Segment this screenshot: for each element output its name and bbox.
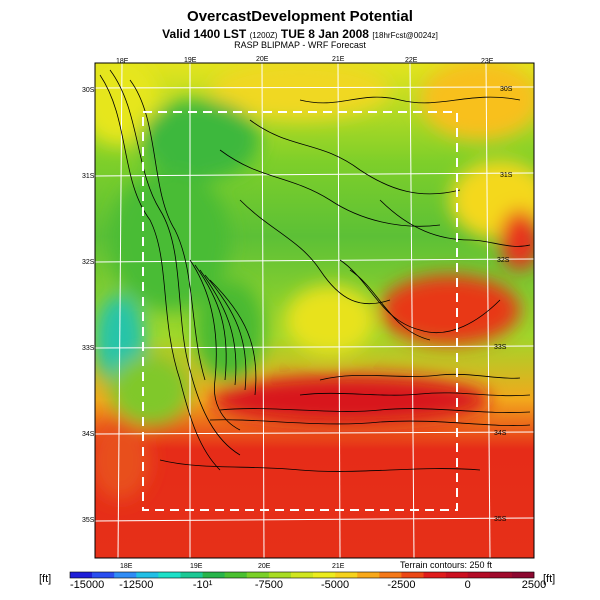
colorbar-swatch xyxy=(489,572,513,578)
lon-label-top: 19E xyxy=(184,57,197,64)
lat-label-right: 30S xyxy=(500,86,513,93)
lat-label-right: 33S xyxy=(494,344,507,351)
colorbar-swatch xyxy=(92,572,115,578)
colorbar-swatch xyxy=(467,572,491,578)
forecast-hour: [18hrFcst@0024z] xyxy=(372,31,438,40)
terrain-contours xyxy=(99,69,531,472)
map-title: OvercastDevelopment Potential xyxy=(187,8,413,25)
colorbar-swatch xyxy=(357,572,380,578)
lat-label-left: 34S xyxy=(82,431,95,438)
lon-label-top: 18E xyxy=(116,58,129,65)
lat-label-right: 35S xyxy=(494,516,507,523)
colorbar-tick-label: -10¹ xyxy=(193,579,213,591)
source-line: RASP BLIPMAP - WRF Forecast xyxy=(234,40,366,50)
colorbar-swatch xyxy=(246,572,270,578)
colorbar-swatch xyxy=(114,572,137,578)
lon-label-top: 21E xyxy=(332,56,345,63)
valid-time-utc: (1200Z) xyxy=(249,31,278,40)
colorbar-swatch xyxy=(511,572,535,578)
colorbar-swatch xyxy=(379,572,402,578)
lat-label-left: 30S xyxy=(82,87,95,94)
colorbar-swatch xyxy=(158,572,181,578)
colorbar-swatch xyxy=(224,572,248,578)
colorbar-swatch xyxy=(290,572,314,578)
lat-label-left: 35S xyxy=(82,517,95,524)
colorbar-tick-label: -15000 xyxy=(70,579,104,591)
inner-domain-box xyxy=(142,111,458,511)
colorbar-swatch xyxy=(180,572,203,578)
lon-label-top: 22E xyxy=(405,57,418,64)
colorbar-tick-label: -2500 xyxy=(387,579,415,591)
lat-label-left: 31S xyxy=(82,173,95,180)
colorbar-swatch xyxy=(423,572,446,578)
colorbar-swatch xyxy=(313,572,336,578)
lon-label-bottom: 21E xyxy=(332,563,345,570)
colorbar-swatch xyxy=(136,572,159,578)
colorbar-swatch xyxy=(70,572,93,578)
lon-label-bottom: 20E xyxy=(258,563,271,570)
colorbar xyxy=(69,571,535,579)
colorbar-tick-label: -7500 xyxy=(255,579,283,591)
lon-label-bottom: 19E xyxy=(190,563,203,570)
valid-date: TUE 8 Jan 2008 xyxy=(280,27,369,41)
colorbar-outline xyxy=(69,571,535,579)
lon-label-bottom: 18E xyxy=(120,563,133,570)
terrain-contour-note: Terrain contours: 250 ft xyxy=(400,560,493,570)
lat-label-right: 32S xyxy=(497,257,510,264)
valid-main: Valid 1400 LST xyxy=(162,27,247,41)
colorbar-unit-right: [ft] xyxy=(543,573,556,585)
map-border xyxy=(94,62,535,559)
colorbar-swatch xyxy=(202,572,225,578)
colorbar-tick-label: 2500 xyxy=(522,579,546,591)
colorbar-tick-label: -12500 xyxy=(119,579,153,591)
valid-time-line: Valid 1400 LST (1200Z) TUE 8 Jan 2008 [1… xyxy=(0,27,600,41)
lat-label-left: 33S xyxy=(82,345,95,352)
colorbar-tick-label: -5000 xyxy=(321,579,349,591)
colorbar-swatch xyxy=(445,572,469,578)
overcast-field xyxy=(95,63,534,558)
colorbar-tick-labels: -15000 -12500 -10¹ -7500 -5000 -2500 0 2500 xyxy=(70,579,546,591)
colorbar-swatch xyxy=(268,572,292,578)
lat-label-left: 32S xyxy=(82,259,95,266)
lat-label-right: 31S xyxy=(500,172,513,179)
colorbar-unit-left: [ft] xyxy=(39,573,52,585)
lon-label-top: 23E xyxy=(481,58,494,65)
lon-label-top: 20E xyxy=(256,56,269,63)
colorbar-swatch xyxy=(335,572,358,578)
lat-label-right: 34S xyxy=(494,430,507,437)
colorbar-swatch xyxy=(401,572,424,578)
colorbar-tick-label: 0 xyxy=(465,579,471,591)
